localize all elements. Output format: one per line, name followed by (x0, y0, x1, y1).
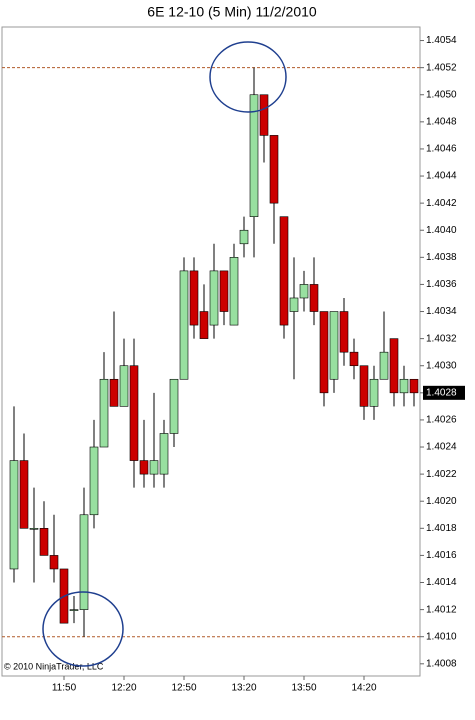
candle-body (99, 378, 109, 448)
candle-body (39, 528, 49, 556)
candle-body (369, 378, 379, 407)
candle-body (119, 365, 129, 407)
highlight-circle (209, 41, 287, 113)
candle-body (329, 311, 339, 380)
y-tick-label: 1.4048 (426, 116, 457, 127)
y-tick-label: 1.4014 (426, 577, 457, 588)
candle-body (109, 378, 119, 407)
y-tick-label: 1.4024 (426, 442, 457, 453)
y-tick-label: 1.4026 (426, 415, 457, 426)
y-tick-label: 1.4030 (426, 360, 457, 371)
candle-body (239, 229, 249, 245)
candle-body (79, 514, 89, 610)
candle-body (229, 257, 239, 326)
y-tick-label: 1.4038 (426, 252, 457, 263)
candle-body (359, 365, 369, 407)
candle-body (179, 270, 189, 380)
candle-body (309, 284, 319, 312)
candle-body (389, 338, 399, 394)
y-tick-label: 1.4036 (426, 279, 457, 290)
x-tick-label: 14:20 (351, 683, 376, 694)
candle-body (129, 365, 139, 461)
candle-body (199, 311, 209, 339)
candle-body (19, 460, 29, 529)
y-tick-label: 1.4052 (426, 62, 457, 73)
candle-body (399, 378, 409, 394)
x-tick-label: 13:20 (231, 683, 256, 694)
last-price-label: 1.4028 (426, 387, 457, 398)
y-tick-label: 1.4022 (426, 469, 457, 480)
candle-body (269, 135, 279, 204)
y-tick-label: 1.4018 (426, 523, 457, 534)
candle-body (169, 378, 179, 434)
y-tick-label: 1.4010 (426, 631, 457, 642)
x-tick-label: 12:50 (171, 683, 196, 694)
y-tick-label: 1.4054 (426, 35, 457, 46)
candle-body (279, 216, 289, 326)
y-tick-label: 1.4046 (426, 144, 457, 155)
candle-body (319, 311, 329, 394)
candle-body (259, 94, 269, 136)
x-tick-label: 13:50 (291, 683, 316, 694)
candle-body (9, 460, 19, 570)
y-tick-label: 1.4016 (426, 550, 457, 561)
chart-title: 6E 12-10 (5 Min) 11/2/2010 (147, 4, 317, 20)
last-price-box (423, 385, 465, 400)
candle-body (219, 270, 229, 312)
x-tick-label: 12:20 (111, 683, 136, 694)
y-tick-label: 1.4040 (426, 225, 457, 236)
candle-body (89, 446, 99, 516)
candle-body (159, 433, 169, 475)
candle-body (339, 311, 349, 353)
candle-body (29, 528, 39, 530)
candle-body (209, 270, 219, 326)
highlight-circle (42, 591, 124, 667)
candle-body (299, 284, 309, 299)
candle-body (189, 270, 199, 326)
y-tick-label: 1.4050 (426, 89, 457, 100)
y-tick-label: 1.4012 (426, 604, 457, 615)
y-tick-label: 1.4020 (426, 496, 457, 507)
y-tick-label: 1.4044 (426, 171, 457, 182)
candle-body (289, 297, 299, 312)
candle-body (149, 460, 159, 475)
y-tick-label: 1.4032 (426, 333, 457, 344)
candle-body (139, 460, 149, 475)
y-tick-label: 1.4008 (426, 658, 457, 669)
candle-body (69, 609, 79, 611)
candle-body (409, 378, 419, 394)
y-tick-label: 1.4042 (426, 198, 457, 209)
copyright: © 2010 NinjaTrader, LLC (4, 661, 104, 671)
candle-body (49, 555, 59, 570)
candle-body (379, 351, 389, 380)
candle-body (349, 351, 359, 367)
x-tick-label: 11:50 (52, 683, 77, 694)
plot-frame (1, 26, 421, 677)
candle-body (249, 94, 259, 217)
y-tick-label: 1.4034 (426, 306, 457, 317)
